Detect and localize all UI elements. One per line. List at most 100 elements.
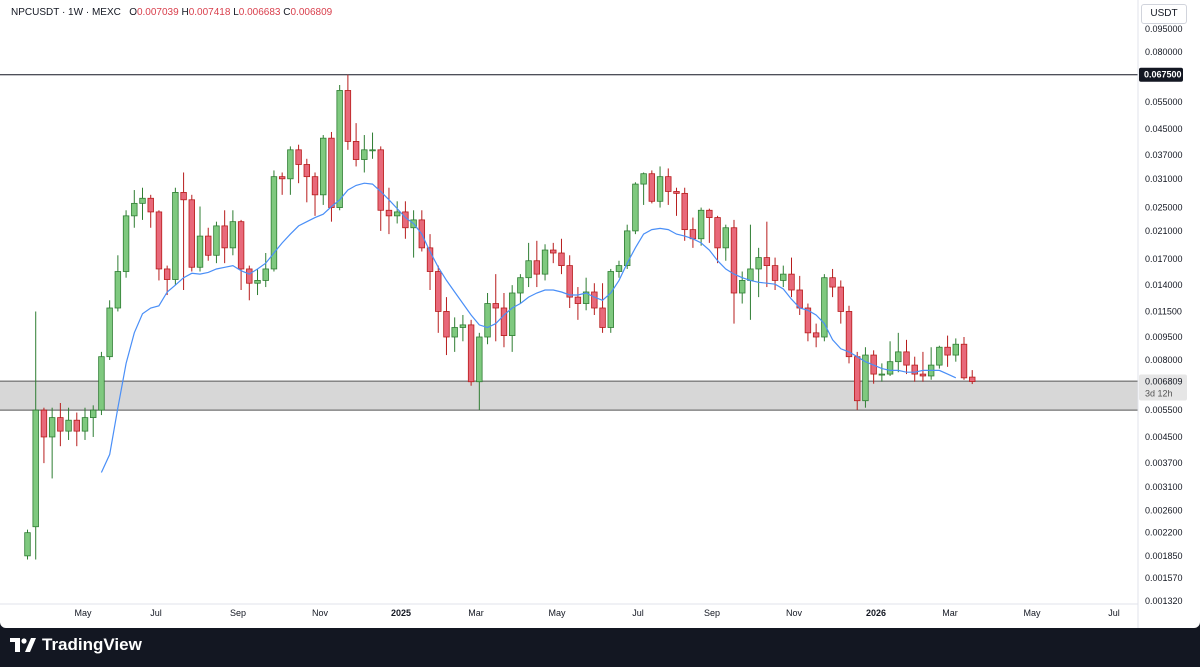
candle — [188, 194, 195, 272]
candle — [196, 206, 204, 272]
x-tick-label: Nov — [312, 608, 329, 618]
tradingview-logo[interactable]: TradingView — [10, 634, 142, 656]
close-value: 0.006809 — [290, 7, 333, 18]
candle-body — [180, 192, 187, 201]
candle-body — [484, 303, 491, 338]
candle-body — [467, 324, 475, 383]
close-label: C — [283, 7, 291, 18]
candle-body — [229, 221, 237, 249]
candle — [550, 242, 557, 264]
candle-body — [451, 327, 458, 338]
candle-body — [155, 211, 163, 270]
candle-body — [393, 211, 401, 217]
tradingview-icon — [10, 638, 36, 652]
candle — [812, 323, 820, 348]
candle-body — [648, 173, 656, 202]
symbol-name[interactable]: NPCUSDT — [11, 7, 60, 18]
candle-body — [344, 90, 352, 142]
candle — [829, 268, 836, 298]
candle — [262, 253, 269, 288]
candle-body — [821, 277, 828, 338]
candle — [492, 274, 499, 342]
candle-body — [788, 273, 795, 291]
exchange-label: MEXC — [91, 7, 121, 18]
candle-body — [895, 351, 902, 363]
candle — [459, 314, 467, 342]
candle-body — [369, 149, 376, 152]
candle-body — [812, 332, 820, 338]
candle — [952, 338, 959, 362]
candle — [837, 280, 844, 324]
x-tick-label: Sep — [704, 608, 720, 618]
candle — [944, 335, 951, 367]
y-tick-label: 0.025000 — [1145, 203, 1183, 213]
candle-body — [40, 409, 48, 438]
symbol-legend: NPCUSDT · 1W · MEXC O0.007039 H0.007418 … — [11, 7, 333, 18]
candle — [582, 277, 590, 311]
candle — [640, 172, 647, 205]
candle-body — [237, 221, 245, 270]
moving-average-line — [100, 182, 957, 473]
candle — [344, 74, 352, 150]
candle — [229, 210, 237, 256]
candle — [739, 271, 746, 304]
candle — [443, 297, 450, 356]
candle-body — [278, 176, 286, 180]
candle — [755, 247, 762, 298]
candle — [410, 210, 417, 258]
resistance-price-label: 0.067500 — [1144, 70, 1182, 80]
x-tick-label: Nov — [786, 608, 803, 618]
last-price-label: 0.006809 — [1145, 377, 1183, 387]
candle-body — [739, 280, 746, 294]
candle-body — [163, 268, 171, 280]
x-tick-label: Jul — [632, 608, 644, 618]
candle-body — [804, 307, 812, 334]
candle-body — [582, 291, 590, 304]
x-tick-label: Sep — [230, 608, 246, 618]
y-tick-label: 0.021000 — [1145, 226, 1183, 236]
y-tick-label: 0.005500 — [1145, 405, 1183, 415]
currency-selector[interactable]: USDT — [1141, 4, 1187, 24]
candle-body — [311, 176, 319, 196]
candle-body — [106, 307, 113, 358]
y-tick-label: 0.008000 — [1145, 355, 1183, 365]
y-tick-label: 0.037000 — [1145, 150, 1183, 160]
high-label: H — [181, 7, 189, 18]
x-tick-label: 2026 — [866, 608, 886, 618]
candle-body — [48, 417, 56, 438]
candle-body — [706, 209, 713, 218]
candle-body — [591, 291, 598, 309]
candle-body — [270, 176, 278, 270]
candle-body — [139, 197, 146, 204]
candle — [287, 146, 294, 195]
interval-label[interactable]: 1W — [68, 7, 84, 18]
candle-body — [131, 202, 138, 217]
candle — [607, 268, 614, 333]
candle-body — [188, 199, 195, 268]
candle — [525, 242, 532, 288]
candle-body — [81, 417, 89, 432]
candle — [623, 224, 631, 269]
candle-body — [541, 249, 549, 275]
candle-body — [599, 307, 606, 328]
candle-body — [845, 311, 853, 358]
candle — [352, 123, 360, 167]
x-tick-label: 2025 — [391, 608, 411, 618]
candle — [237, 219, 245, 290]
candle-body — [615, 265, 623, 272]
candle-body — [558, 252, 565, 267]
candle — [295, 144, 302, 184]
y-tick-label: 0.031000 — [1145, 174, 1183, 184]
candle-body — [771, 265, 779, 281]
candle-body — [623, 230, 631, 267]
candle-body — [517, 277, 524, 294]
candle — [574, 287, 582, 320]
candle-body — [697, 209, 705, 240]
candle — [81, 407, 89, 440]
candle-body — [508, 292, 516, 336]
candle-body — [196, 235, 204, 268]
candle — [788, 257, 795, 298]
price-chart[interactable]: 0.0950000.0800000.0655000.0550000.045000… — [0, 0, 1200, 628]
candle — [221, 210, 228, 264]
candle — [377, 146, 384, 231]
